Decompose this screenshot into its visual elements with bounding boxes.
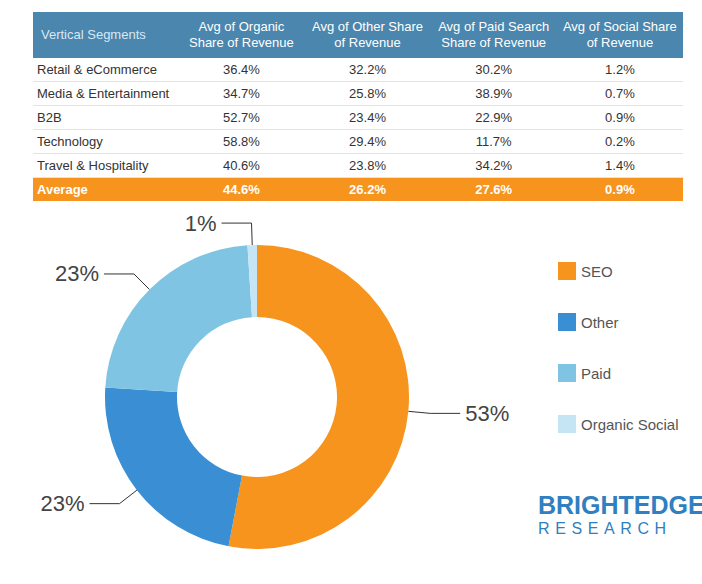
html-text:23.8%: 23.8% — [349, 158, 386, 173]
html-text:Avg of Social Share of Revenue: Avg of Social Share of Revenue — [562, 19, 677, 50]
html-text:Avg of Paid Search Share of Re: Avg of Paid Search Share of Revenue — [438, 19, 550, 50]
html-text:23.4%: 23.4% — [349, 110, 386, 125]
html-text:Vertical Segments: Vertical Segments — [41, 27, 146, 42]
html-text:Technology: Technology — [37, 134, 103, 149]
svg-text:53%: 53% — [465, 401, 509, 426]
html-text:44.6%: 44.6% — [223, 182, 260, 197]
html-text:Avg of Other Share of Revenue: Avg of Other Share of Revenue — [312, 19, 424, 50]
html-text:1.4%: 1.4% — [605, 158, 635, 173]
html-text:Media & Entertainment: Media & Entertainment — [37, 86, 170, 101]
html-text:0.2%: 0.2% — [605, 134, 635, 149]
html-text:0.9%: 0.9% — [605, 182, 635, 197]
svg-text:Organic Social: Organic Social — [581, 416, 679, 433]
html-text:30.2%: 30.2% — [475, 62, 513, 77]
html-text:Travel & Hospitality: Travel & Hospitality — [37, 158, 149, 173]
html-text:0.9%: 0.9% — [605, 110, 635, 125]
html-text:Average: Average — [37, 182, 88, 197]
svg-text:23%: 23% — [55, 261, 99, 286]
html-text:25.8%: 25.8% — [349, 86, 386, 101]
html-text:34.7%: 34.7% — [223, 86, 260, 101]
html-text:B2B: B2B — [37, 110, 62, 125]
html-text:29.4%: 29.4% — [349, 134, 386, 149]
html-text:58.8%: 58.8% — [223, 134, 260, 149]
html-text:32.2%: 32.2% — [349, 62, 386, 77]
html-text:40.6%: 40.6% — [223, 158, 260, 173]
html-text:52.7%: 52.7% — [223, 110, 260, 125]
html-text:Avg of Organic Share of Revenu: Avg of Organic Share of Revenue — [189, 19, 294, 50]
html-text:1.2%: 1.2% — [605, 62, 635, 77]
svg-text:Other: Other — [581, 314, 619, 331]
svg-text:Paid: Paid — [581, 365, 611, 382]
svg-text:SEO: SEO — [581, 263, 613, 280]
html-text:27.6%: 27.6% — [475, 182, 513, 197]
html-text:Retail & eCommerce: Retail & eCommerce — [37, 62, 157, 77]
svg-text:1%: 1% — [185, 211, 217, 236]
html-text:38.9%: 38.9% — [475, 86, 513, 101]
html-text:22.9%: 22.9% — [475, 110, 513, 125]
html-text:0.7%: 0.7% — [605, 86, 635, 101]
html-text:34.2%: 34.2% — [475, 158, 513, 173]
html-text:36.4%: 36.4% — [223, 62, 260, 77]
html-text:11.7%: 11.7% — [475, 134, 512, 149]
html-text:26.2%: 26.2% — [349, 182, 386, 197]
svg-text:23%: 23% — [40, 491, 84, 516]
html-text:RESEARCH: RESEARCH — [538, 520, 672, 537]
